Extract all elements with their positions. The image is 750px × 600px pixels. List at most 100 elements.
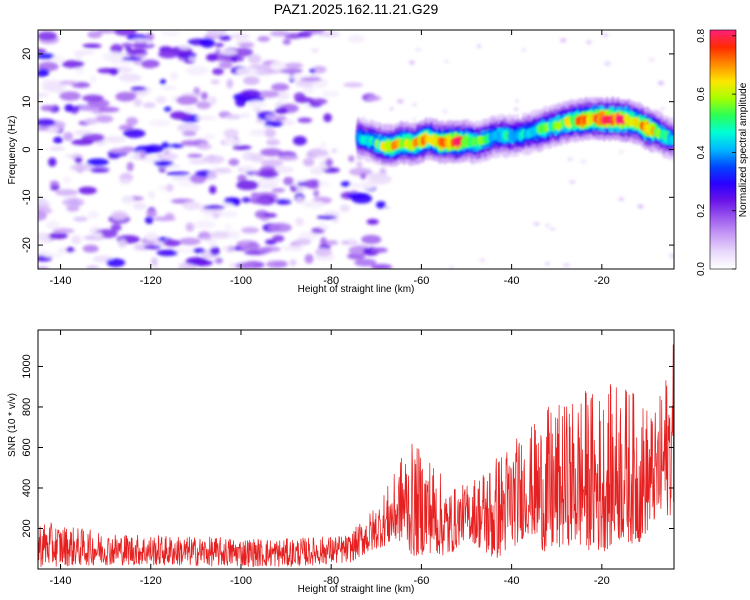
heatmap-cell (212, 211, 220, 219)
y-tick-label: 400 (21, 479, 33, 497)
heatmap-cell (271, 188, 286, 193)
heatmap-cell (38, 48, 47, 53)
heatmap-cell (185, 222, 195, 232)
heatmap-cell (302, 179, 319, 189)
heatmap-cell (349, 183, 361, 188)
heatmap-cell (256, 90, 280, 98)
heatmap-cell (241, 197, 251, 203)
heatmap-cell (202, 205, 226, 210)
heatmap-cell (188, 159, 207, 165)
heatmap-cell (282, 39, 291, 45)
heatmap-cell (348, 167, 373, 176)
heatmap-cell (252, 70, 274, 76)
heatmap-cell (371, 247, 388, 253)
x-tick-label: -100 (230, 275, 252, 287)
heatmap-cell (580, 159, 587, 164)
heatmap-cell (315, 181, 331, 187)
x-tick-label: -140 (50, 275, 72, 287)
heatmap-cell (45, 220, 60, 230)
heatmap-cell (384, 206, 390, 210)
heatmap-cell (351, 193, 373, 204)
x-tick-label: -60 (413, 575, 429, 587)
snr-panel: -140 -120 -100 -80 -60 -40 -20 200 400 600 800 100… (7, 329, 675, 595)
heatmap-cell (196, 143, 212, 150)
y-tick-label: -20 (21, 237, 33, 253)
spectrogram-heatmap (38, 30, 674, 269)
heatmap-cell (240, 89, 261, 99)
heatmap-cell (110, 147, 134, 154)
heatmap-cell (195, 115, 217, 121)
heatmap-cell (340, 181, 351, 187)
heatmap-cell (158, 50, 179, 59)
heatmap-cell (177, 182, 199, 187)
snr-y-axis: 200 400 600 800 1000 (21, 354, 674, 538)
heatmap-cell (78, 186, 97, 195)
heatmap-cell (128, 48, 147, 55)
heatmap-cell (221, 245, 230, 251)
heatmap-cell (272, 166, 295, 174)
heatmap-cell (371, 264, 393, 269)
heatmap-cell (70, 163, 93, 172)
heatmap-cell (236, 180, 259, 191)
heatmap-cell (207, 171, 217, 178)
heatmap-cell (360, 172, 367, 180)
heatmap-cell (110, 43, 123, 54)
heatmap-cell (232, 145, 252, 151)
heatmap-cell (250, 192, 259, 201)
heatmap-cell (260, 148, 283, 157)
heatmap-cell (165, 183, 174, 192)
heatmap-cell (247, 54, 262, 64)
heatmap-cell (389, 107, 394, 111)
snr-series-line (38, 344, 674, 567)
heatmap-cell (188, 57, 197, 62)
heatmap-cell (210, 79, 220, 85)
heatmap-cell (248, 129, 270, 137)
heatmap-cell (226, 135, 236, 140)
heatmap-cell (218, 35, 232, 41)
heatmap-cell (312, 149, 328, 156)
heatmap-cell (545, 262, 550, 266)
colorbar-tick-label: 0.0 (696, 262, 707, 276)
heatmap-cell (356, 160, 363, 169)
heatmap-cell (192, 219, 216, 230)
heatmap-cell (354, 258, 377, 267)
heatmap-cell (266, 260, 287, 269)
heatmap-cell (444, 59, 449, 64)
heatmap-cell (257, 36, 271, 42)
x-tick-label: -120 (140, 575, 162, 587)
heatmap-cell (258, 169, 279, 179)
heatmap-cell (148, 119, 171, 127)
heatmap-cell (602, 33, 609, 37)
heatmap-cell (66, 205, 80, 212)
heatmap-cell (49, 180, 60, 187)
colorbar-label: Normalized spectral amplitude (738, 82, 749, 217)
heatmap-cell (514, 99, 520, 103)
heatmap-cell (268, 222, 292, 233)
heatmap-cell (64, 154, 84, 159)
heatmap-cell (59, 91, 81, 101)
heatmap-cell (61, 60, 85, 69)
heatmap-cell (265, 139, 280, 146)
heatmap-cell (289, 259, 297, 267)
heatmap-cell (82, 43, 102, 49)
y-tick-label: 600 (21, 438, 33, 456)
heatmap-cell (118, 238, 127, 248)
heatmap-cell (477, 44, 481, 49)
heatmap-cell (533, 222, 540, 226)
heatmap-cell (130, 86, 147, 91)
x-tick-label: -100 (230, 575, 252, 587)
heatmap-cell (619, 150, 624, 154)
heatmap-cell (297, 181, 306, 187)
heatmap-cell (347, 238, 356, 244)
heatmap-cell (240, 164, 256, 172)
heatmap-cell (38, 53, 56, 60)
heatmap-cell (169, 112, 193, 120)
heatmap-cell (442, 109, 448, 114)
heatmap-cell (209, 246, 221, 256)
heatmap-cell (185, 65, 209, 76)
x-tick-label: -40 (504, 575, 520, 587)
heatmap-cell (269, 30, 290, 37)
y-tick-label: 200 (21, 519, 33, 537)
heatmap-cell (545, 224, 550, 228)
